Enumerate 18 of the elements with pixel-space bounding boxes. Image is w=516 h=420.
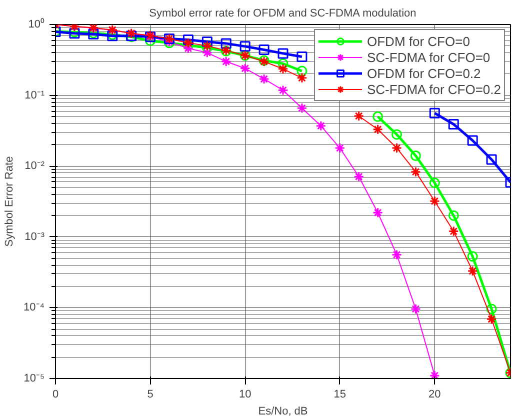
x-tick-label: 20 [428, 388, 441, 400]
legend-label: OFDM for CFO=0 [367, 33, 470, 49]
y-tick-label: 10⁻⁵ [24, 372, 44, 384]
legend-label: SC-FDMA for CFO=0 [367, 49, 490, 65]
y-tick-label: 10⁻¹ [24, 89, 45, 102]
y-tick-label: 10⁻² [24, 160, 45, 172]
legend-label: SC-FDMA for CFO=0.2 [367, 81, 501, 97]
y-tick-label: 10⁻⁴ [24, 302, 45, 314]
x-tick-label: 15 [334, 388, 346, 400]
x-tick-label: 0 [52, 388, 59, 400]
x-axis-title: Es/No, dB [258, 406, 308, 418]
x-tick-label: 10 [238, 388, 252, 400]
x-tick-label: 5 [147, 388, 154, 400]
y-tick-label: 10⁰ [28, 18, 45, 30]
chart-title: Symbol error rate for OFDM and SC-FDMA modulation [149, 8, 416, 20]
legend-label: OFDM for CFO=0.2 [367, 65, 481, 81]
y-axis-title: Symbol Error Rate [4, 156, 16, 247]
y-tick-label: 10⁻³ [24, 230, 45, 243]
